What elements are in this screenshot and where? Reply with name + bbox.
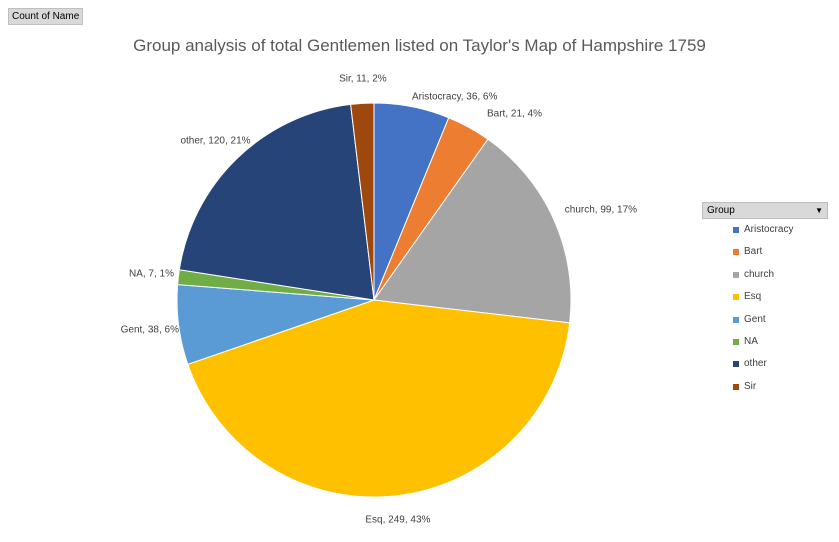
- legend-group-filter[interactable]: Group ▼: [702, 202, 828, 219]
- legend-swatch: [733, 271, 739, 278]
- legend-item-esq[interactable]: Esq: [702, 286, 828, 308]
- pie-slice-sir[interactable]: [350, 102, 375, 301]
- legend-swatch: [733, 227, 739, 233]
- legend-swatch: [733, 249, 739, 256]
- legend-swatch: [733, 338, 739, 345]
- legend-label: Aristocracy: [744, 224, 794, 235]
- chart-title: Group analysis of total Gentlemen listed…: [133, 36, 706, 55]
- pie-slice-esq[interactable]: [187, 299, 571, 498]
- legend-label: church: [744, 268, 775, 280]
- chevron-down-icon[interactable]: ▼: [815, 206, 823, 215]
- legend-swatch: [733, 361, 739, 368]
- legend-label: Gent: [744, 313, 766, 325]
- count-of-name-field-button[interactable]: Count of Name: [8, 8, 84, 25]
- legend-item-sir[interactable]: Sir: [702, 376, 828, 398]
- legend-item-gent[interactable]: Gent: [702, 309, 828, 331]
- legend-item-na[interactable]: NA: [702, 331, 828, 353]
- legend-swatch: [733, 383, 739, 390]
- legend-label: Bart: [744, 246, 763, 258]
- legend-label: NA: [744, 335, 758, 347]
- legend-item-church[interactable]: church: [702, 264, 828, 286]
- legend-title: Group: [707, 205, 735, 216]
- legend-swatch: [733, 316, 739, 323]
- legend-label: other: [744, 358, 767, 370]
- legend-item-other[interactable]: other: [702, 353, 828, 375]
- pie-slice-other[interactable]: [178, 103, 375, 301]
- legend-item-aristocracy[interactable]: Aristocracy: [702, 219, 828, 241]
- legend-item-bart[interactable]: Bart: [702, 241, 828, 263]
- legend-swatch: [733, 294, 739, 301]
- legend-label: Esq: [744, 291, 762, 303]
- legend-items: Aristocracy Bart church Esq Gent NA other Sir: [702, 219, 828, 398]
- legend: Group ▼ Aristocracy Bart church Esq Gent NA ot…: [702, 202, 828, 398]
- pie-slice-church[interactable]: [373, 138, 572, 324]
- legend-label: Sir: [744, 380, 757, 392]
